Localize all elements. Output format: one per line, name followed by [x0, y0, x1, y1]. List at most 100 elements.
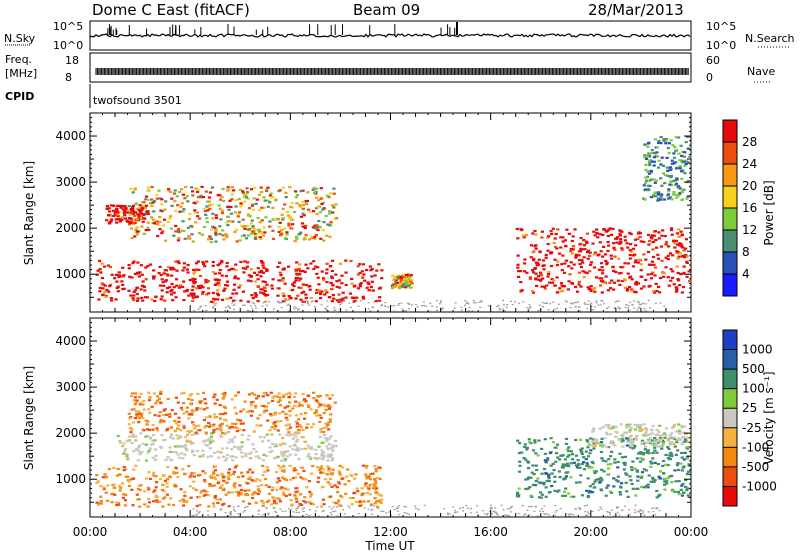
ground-scatter-cell — [348, 302, 351, 304]
data-cell — [183, 237, 187, 240]
data-cell — [234, 199, 239, 202]
data-cell — [319, 430, 323, 434]
data-cell — [671, 254, 675, 257]
data-cell — [549, 265, 554, 268]
data-cell — [321, 208, 325, 211]
data-cell — [395, 281, 399, 285]
data-cell — [650, 439, 654, 442]
data-cell — [302, 203, 306, 207]
data-cell — [216, 501, 220, 504]
data-cell — [211, 217, 215, 220]
data-cell — [165, 485, 169, 488]
ground-scatter-cell — [333, 309, 336, 311]
data-cell — [108, 283, 113, 286]
data-cell — [131, 212, 135, 215]
data-cell — [172, 472, 176, 475]
ground-scatter-cell — [502, 299, 504, 301]
ground-scatter-cell — [390, 305, 393, 307]
data-cell — [522, 457, 526, 460]
data-cell — [586, 477, 590, 480]
ground-scatter-cell — [349, 306, 352, 308]
data-cell — [140, 225, 144, 228]
data-cell — [174, 467, 178, 470]
data-cell — [179, 429, 183, 432]
data-cell — [676, 243, 680, 246]
data-cell — [539, 491, 543, 494]
data-cell — [218, 498, 222, 501]
data-cell — [334, 502, 339, 505]
ground-scatter-cell — [232, 509, 235, 511]
data-cell — [104, 476, 108, 479]
data-cell — [681, 491, 685, 494]
data-cell — [286, 488, 290, 491]
data-cell — [577, 259, 582, 262]
data-cell — [400, 285, 404, 288]
data-cell — [309, 472, 314, 475]
data-cell — [556, 291, 560, 294]
data-cell — [211, 264, 215, 267]
data-cell — [272, 501, 277, 504]
data-cell — [177, 227, 181, 231]
data-cell — [320, 441, 324, 444]
data-cell — [262, 436, 267, 439]
data-cell — [668, 168, 672, 171]
ground-scatter-cell — [291, 515, 294, 517]
data-cell — [136, 261, 140, 264]
data-cell — [172, 503, 176, 507]
colorbar-segment — [723, 330, 737, 350]
data-cell — [315, 224, 319, 227]
data-cell — [644, 163, 648, 166]
data-cell — [249, 414, 253, 417]
colorbar-tick-label: -1000 — [742, 479, 777, 493]
data-cell — [222, 238, 226, 241]
data-cell — [148, 396, 152, 399]
data-cell — [227, 208, 231, 211]
data-cell — [170, 288, 174, 292]
data-cell — [189, 292, 193, 295]
data-cell — [331, 457, 335, 460]
data-cell — [314, 448, 318, 451]
data-cell — [340, 477, 344, 481]
data-cell — [682, 254, 686, 257]
data-cell — [127, 267, 131, 270]
colorbar-tick-label: -100 — [742, 440, 769, 454]
data-cell — [135, 271, 140, 274]
data-cell — [593, 480, 597, 483]
ground-scatter-cell — [536, 515, 539, 517]
data-cell — [519, 281, 523, 284]
data-cell — [118, 204, 122, 207]
data-cell — [155, 399, 159, 402]
data-cell — [672, 152, 676, 155]
ground-scatter-cell — [298, 511, 301, 513]
data-cell — [256, 278, 260, 281]
data-cell — [326, 223, 330, 226]
data-cell — [335, 280, 339, 283]
data-cell — [624, 437, 628, 440]
data-cell — [269, 413, 273, 416]
y-tick-label: 2000 — [55, 221, 86, 235]
data-cell — [150, 405, 154, 408]
data-cell — [680, 170, 684, 173]
data-cell — [112, 214, 116, 218]
ground-scatter-cell — [191, 515, 194, 517]
data-cell — [630, 288, 634, 291]
ground-scatter-cell — [573, 302, 576, 304]
data-cell — [569, 450, 573, 453]
data-cell — [571, 458, 575, 461]
data-cell — [278, 466, 283, 469]
data-cell — [655, 428, 659, 432]
data-cell — [197, 268, 201, 271]
data-cell — [329, 495, 333, 498]
data-cell — [281, 279, 285, 282]
data-cell — [559, 236, 563, 239]
data-cell — [208, 415, 212, 418]
data-cell — [208, 442, 212, 445]
data-cell — [303, 417, 307, 420]
data-cell — [648, 163, 652, 167]
data-cell — [534, 247, 538, 250]
data-cell — [182, 424, 186, 427]
data-cell — [553, 489, 557, 492]
ground-scatter-cell — [502, 304, 505, 306]
data-cell — [529, 494, 533, 497]
data-cell — [516, 237, 520, 240]
